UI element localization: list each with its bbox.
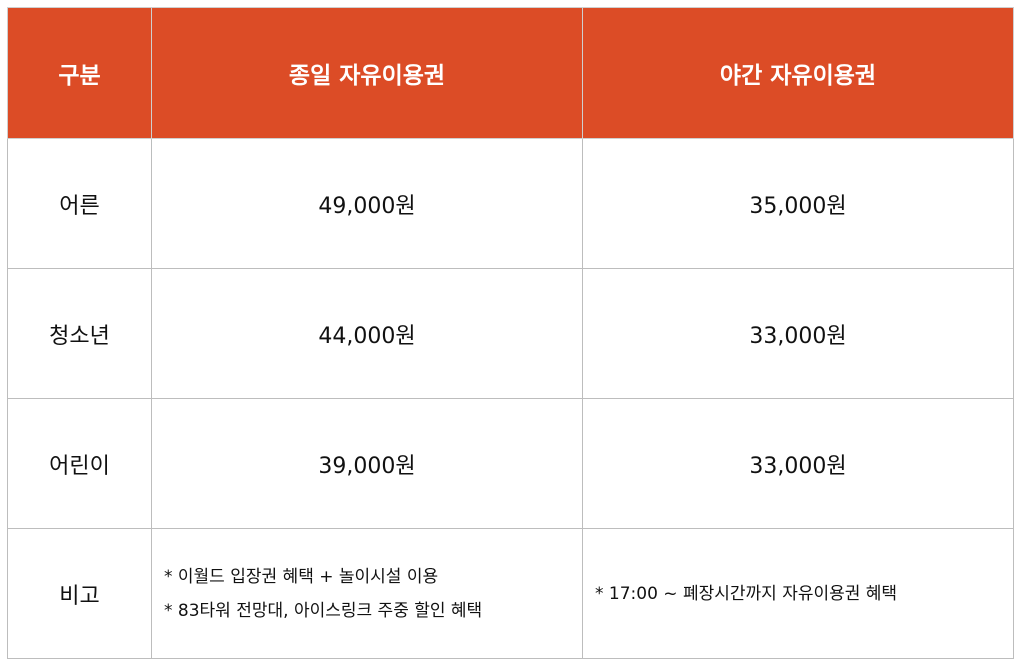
full-day-price-cell: 49,000원	[151, 138, 583, 269]
night-notes-cell: * 17:00 ~ 폐장시간까지 자유이용권 혜택	[582, 528, 1014, 659]
note-line: * 17:00 ~ 폐장시간까지 자유이용권 혜택	[595, 583, 898, 604]
category-cell: 어린이	[7, 398, 152, 529]
table-row-adult: 어른 49,000원 35,000원	[7, 138, 1014, 269]
night-price-cell: 33,000원	[582, 268, 1014, 399]
full-day-price-cell: 39,000원	[151, 398, 583, 529]
night-price-cell: 35,000원	[582, 138, 1014, 269]
header-category: 구분	[7, 7, 152, 139]
header-full-day-pass: 종일 자유이용권	[151, 7, 583, 139]
category-cell: 어른	[7, 138, 152, 269]
price-table: 구분 종일 자유이용권 야간 자유이용권 어른 49,000원 35,000원 …	[7, 7, 1014, 659]
table-header: 구분 종일 자유이용권 야간 자유이용권	[7, 7, 1014, 139]
header-night-pass: 야간 자유이용권	[582, 7, 1014, 139]
night-price-cell: 33,000원	[582, 398, 1014, 529]
note-line: * 83타워 전망대, 아이스링크 주중 할인 혜택	[164, 600, 483, 621]
notes-category-cell: 비고	[7, 528, 152, 659]
table-body: 어른 49,000원 35,000원 청소년 44,000원 33,000원 어…	[7, 138, 1014, 659]
category-cell: 청소년	[7, 268, 152, 399]
note-line: * 이월드 입장권 혜택 + 놀이시설 이용	[164, 566, 439, 587]
full-day-notes-cell: * 이월드 입장권 혜택 + 놀이시설 이용 * 83타워 전망대, 아이스링크…	[151, 528, 583, 659]
table-row-youth: 청소년 44,000원 33,000원	[7, 268, 1014, 399]
table-row-child: 어린이 39,000원 33,000원	[7, 398, 1014, 529]
table-row-notes: 비고 * 이월드 입장권 혜택 + 놀이시설 이용 * 83타워 전망대, 아이…	[7, 528, 1014, 659]
header-row: 구분 종일 자유이용권 야간 자유이용권	[7, 7, 1014, 139]
full-day-price-cell: 44,000원	[151, 268, 583, 399]
